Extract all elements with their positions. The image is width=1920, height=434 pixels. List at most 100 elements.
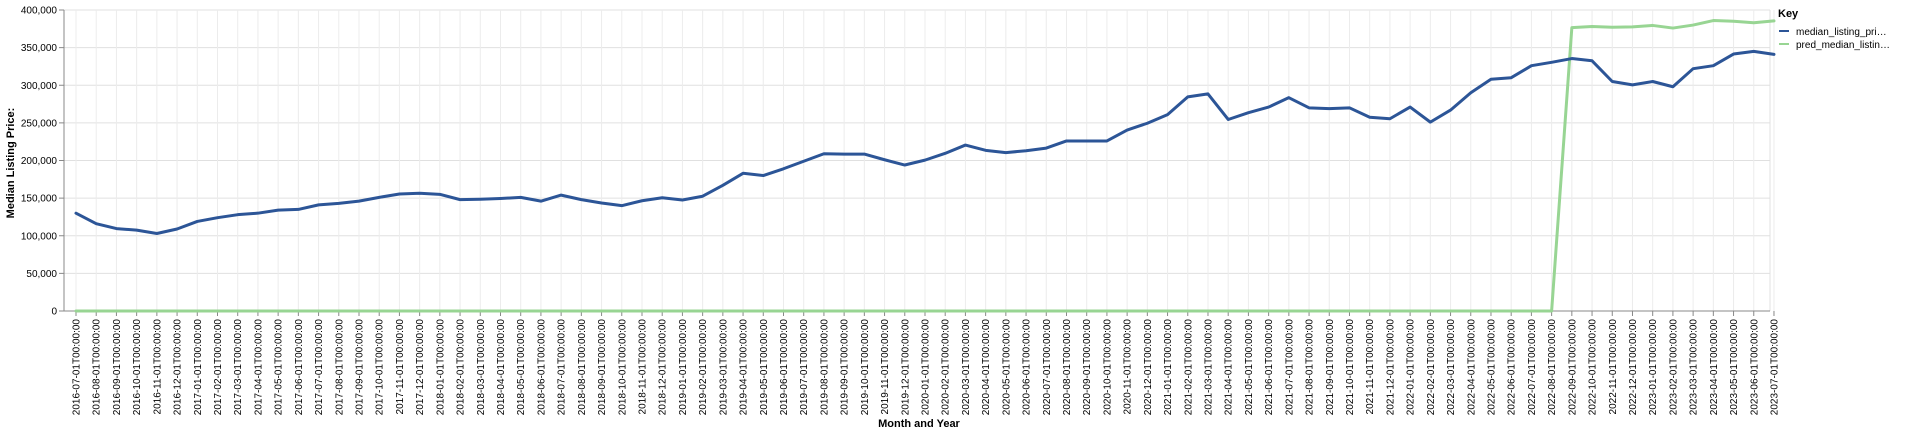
x-tick-label: 2019-08-01T00:00:00	[819, 319, 830, 416]
x-tick-label: 2017-09-01T00:00:00	[354, 319, 365, 416]
x-tick-label: 2023-04-01T00:00:00	[1709, 319, 1720, 416]
x-tick-label: 2019-11-01T00:00:00	[880, 319, 891, 415]
x-tick-label: 2017-06-01T00:00:00	[294, 319, 305, 416]
x-tick-label: 2020-01-01T00:00:00	[920, 319, 931, 416]
series-lines	[74, 19, 1776, 313]
x-tick-label: 2022-03-01T00:00:00	[1446, 319, 1457, 416]
x-tick-label: 2020-06-01T00:00:00	[1022, 319, 1033, 416]
x-tick-label: 2018-06-01T00:00:00	[536, 319, 547, 416]
x-tick-label: 2023-07-01T00:00:00	[1769, 319, 1780, 416]
x-tick-label: 2019-02-01T00:00:00	[698, 319, 709, 416]
x-tick-label: 2019-07-01T00:00:00	[799, 319, 810, 416]
x-tick-label: 2018-03-01T00:00:00	[476, 319, 487, 416]
y-tick-label: 150,000	[21, 194, 58, 205]
x-tick-label: 2016-10-01T00:00:00	[132, 319, 143, 416]
x-tick-label: 2018-05-01T00:00:00	[516, 319, 527, 416]
y-tick-label: 50,000	[26, 269, 57, 280]
x-tick-label: 2017-12-01T00:00:00	[415, 319, 426, 416]
legend-label-median: median_listing_pri…	[1796, 27, 1887, 38]
y-tick-label: 350,000	[21, 43, 58, 54]
gridlines	[64, 9, 1775, 312]
x-tick-label: 2021-05-01T00:00:00	[1244, 319, 1255, 416]
x-tick-label: 2018-12-01T00:00:00	[658, 319, 669, 416]
x-tick-label: 2021-03-01T00:00:00	[1203, 319, 1214, 416]
x-tick-label: 2021-09-01T00:00:00	[1325, 319, 1336, 416]
x-tick-label: 2023-01-01T00:00:00	[1648, 319, 1659, 416]
x-tick-label: 2020-10-01T00:00:00	[1102, 319, 1113, 416]
x-tick-label: 2019-01-01T00:00:00	[678, 319, 689, 416]
y-axis-title: Median Listing Price:	[5, 108, 17, 219]
x-tick-label: 2023-03-01T00:00:00	[1689, 319, 1700, 416]
x-tick-label: 2017-10-01T00:00:00	[375, 319, 386, 416]
x-tick-label: 2021-04-01T00:00:00	[1224, 319, 1235, 416]
x-axis: 2016-07-01T00:00:00 2016-08-01T00:00:00 20…	[64, 310, 1780, 416]
x-tick-label: 2019-04-01T00:00:00	[739, 319, 750, 416]
legend-item-pred[interactable]: pred_median_listin…	[1779, 40, 1890, 51]
x-tick-label: 2019-09-01T00:00:00	[840, 319, 851, 416]
x-tick-label: 2019-05-01T00:00:00	[759, 319, 770, 416]
x-tick-label: 2020-07-01T00:00:00	[1042, 319, 1053, 416]
x-tick-label: 2023-05-01T00:00:00	[1729, 319, 1740, 416]
x-tick-label: 2021-06-01T00:00:00	[1264, 319, 1275, 416]
x-tick-label: 2018-11-01T00:00:00	[637, 319, 648, 415]
x-tick-label: 2022-11-01T00:00:00	[1608, 319, 1619, 415]
series-line-median-listing-price[interactable]	[74, 49, 1776, 235]
x-tick-label: 2020-12-01T00:00:00	[1143, 319, 1154, 416]
y-axis: 0 50,000 100,000 150,000 200,000 250,000 300,0…	[21, 6, 65, 318]
legend-title: Key	[1778, 8, 1799, 20]
x-tick-label: 2017-04-01T00:00:00	[253, 319, 264, 416]
x-tick-label: 2017-01-01T00:00:00	[193, 319, 204, 416]
x-tick-label: 2022-05-01T00:00:00	[1486, 319, 1497, 416]
x-tick-label: 2017-05-01T00:00:00	[274, 319, 285, 416]
y-tick-label: 0	[51, 307, 57, 318]
x-tick-label: 2020-05-01T00:00:00	[1001, 319, 1012, 416]
x-tick-label: 2018-10-01T00:00:00	[617, 319, 628, 416]
y-tick-label: 250,000	[21, 118, 58, 129]
y-tick-label: 400,000	[21, 6, 58, 17]
x-tick-label: 2021-08-01T00:00:00	[1305, 319, 1316, 416]
x-tick-label: 2018-07-01T00:00:00	[557, 319, 568, 416]
x-tick-label: 2016-09-01T00:00:00	[112, 319, 123, 416]
x-tick-label: 2020-04-01T00:00:00	[981, 319, 992, 416]
x-tick-label: 2022-07-01T00:00:00	[1527, 319, 1538, 416]
x-tick-label: 2021-12-01T00:00:00	[1385, 319, 1396, 416]
x-tick-label: 2022-04-01T00:00:00	[1466, 319, 1477, 416]
x-tick-label: 2018-09-01T00:00:00	[597, 319, 608, 416]
x-tick-label: 2022-02-01T00:00:00	[1426, 319, 1437, 416]
x-tick-label: 2022-10-01T00:00:00	[1588, 319, 1599, 416]
x-tick-label: 2020-03-01T00:00:00	[961, 319, 972, 416]
x-tick-label: 2020-09-01T00:00:00	[1082, 319, 1093, 416]
y-tick-label: 300,000	[21, 81, 58, 92]
x-tick-label: 2019-03-01T00:00:00	[718, 319, 729, 416]
x-tick-label: 2022-09-01T00:00:00	[1567, 319, 1578, 416]
x-tick-label: 2020-11-01T00:00:00	[1123, 319, 1134, 415]
x-tick-label: 2022-06-01T00:00:00	[1507, 319, 1518, 416]
y-tick-label: 200,000	[21, 156, 58, 167]
x-tick-label: 2022-01-01T00:00:00	[1406, 319, 1417, 416]
x-tick-label: 2022-08-01T00:00:00	[1547, 319, 1558, 416]
x-tick-label: 2017-03-01T00:00:00	[233, 319, 244, 416]
series-line-pred-median-listing-price[interactable]	[74, 19, 1776, 313]
legend: Key median_listing_pri… pred_median_list…	[1778, 8, 1890, 51]
x-tick-label: 2023-06-01T00:00:00	[1749, 319, 1760, 416]
x-tick-label: 2016-12-01T00:00:00	[173, 319, 184, 416]
x-tick-label: 2017-08-01T00:00:00	[334, 319, 345, 416]
x-tick-label: 2016-07-01T00:00:00	[72, 319, 83, 416]
x-tick-label: 2021-07-01T00:00:00	[1284, 319, 1295, 416]
x-tick-label: 2019-12-01T00:00:00	[900, 319, 911, 416]
x-tick-label: 2021-01-01T00:00:00	[1163, 319, 1174, 416]
x-tick-label: 2017-07-01T00:00:00	[314, 319, 325, 416]
x-tick-label: 2018-04-01T00:00:00	[496, 319, 507, 416]
x-tick-label: 2020-08-01T00:00:00	[1062, 319, 1073, 416]
x-tick-label: 2017-02-01T00:00:00	[213, 319, 224, 416]
x-tick-label: 2018-01-01T00:00:00	[435, 319, 446, 416]
legend-item-median[interactable]: median_listing_pri…	[1779, 27, 1887, 38]
x-tick-label: 2023-02-01T00:00:00	[1668, 319, 1679, 416]
x-tick-label: 2016-08-01T00:00:00	[92, 319, 103, 416]
x-tick-label: 2019-10-01T00:00:00	[860, 319, 871, 416]
x-tick-label: 2018-02-01T00:00:00	[456, 319, 467, 416]
x-axis-title: Month and Year	[878, 418, 960, 430]
x-tick-label: 2018-08-01T00:00:00	[577, 319, 588, 416]
x-tick-label: 2017-11-01T00:00:00	[395, 319, 406, 415]
